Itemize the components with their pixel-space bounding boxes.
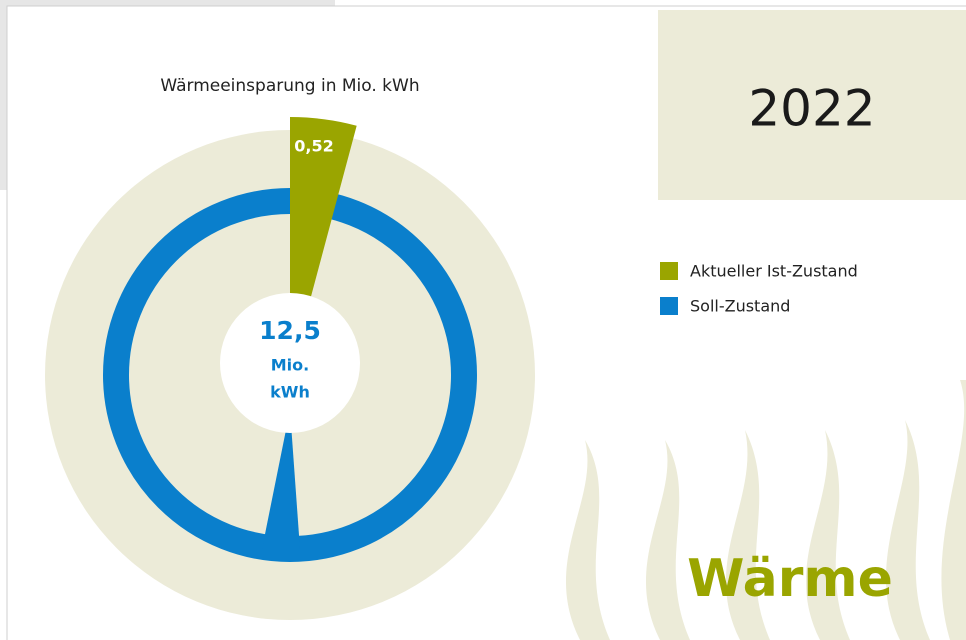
legend-label: Soll-Zustand [690,297,790,316]
unit-label: Mio. [271,356,309,375]
legend-swatch [660,297,678,315]
chart-title: Wärmeeinsparung in Mio. kWh [160,76,419,96]
flame-decoration [566,380,966,640]
unit-label: kWh [270,383,310,402]
year: 2022 [748,80,875,138]
current-value-label: 0,52 [294,137,333,156]
target-value-label: 12,5 [259,316,321,345]
legend-label: Aktueller Ist-Zustand [690,262,858,281]
legend-swatch [660,262,678,280]
ring-pointer [262,410,300,549]
center-disc [220,293,360,433]
heading: Wärme [687,549,893,609]
year-box [658,10,966,200]
